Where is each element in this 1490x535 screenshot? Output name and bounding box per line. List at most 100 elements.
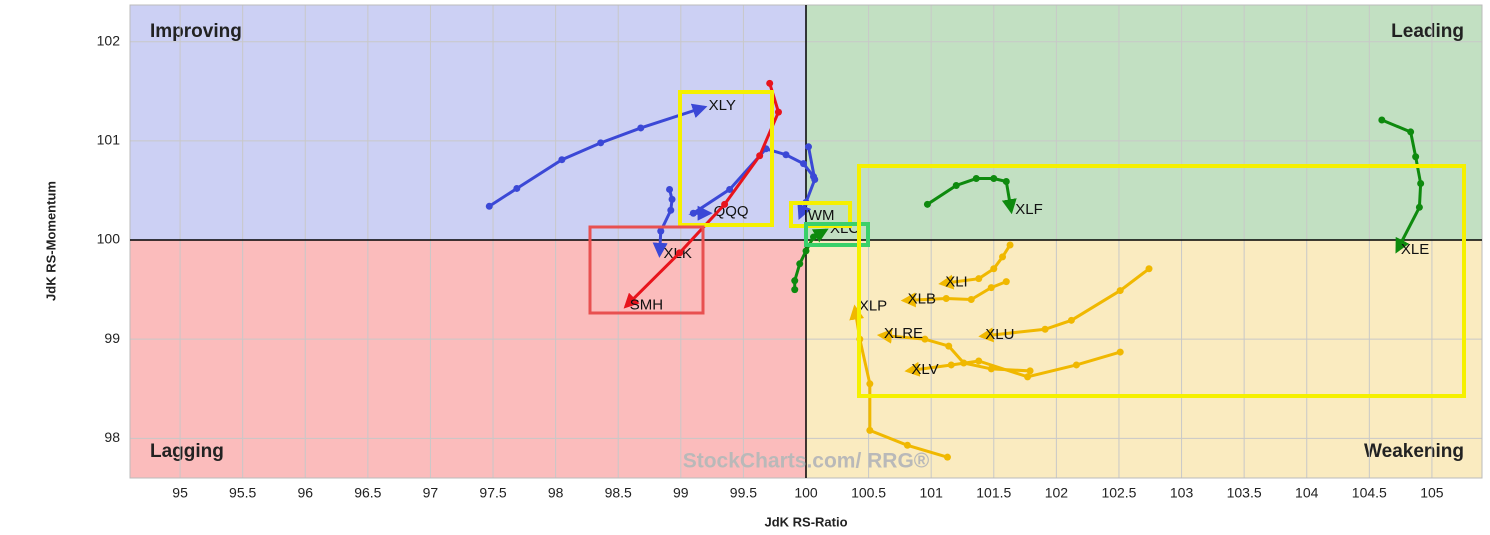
- trail-point: [942, 295, 950, 303]
- series-label: IWM: [804, 207, 835, 224]
- x-tick-label: 103.5: [1227, 485, 1262, 501]
- trail: [623, 82, 781, 309]
- trail: [797, 146, 817, 220]
- trail-point: [799, 160, 807, 168]
- quadrant-label: Weakening: [1364, 441, 1464, 462]
- trail-point: [1415, 203, 1423, 211]
- quadrant-label: Improving: [150, 21, 242, 42]
- x-tick-label: 97.5: [479, 485, 506, 501]
- trail-point: [967, 296, 975, 304]
- trail-point: [1116, 287, 1124, 295]
- trail-point: [791, 277, 799, 285]
- trail: [926, 177, 1017, 215]
- x-tick-label: 100: [794, 485, 818, 501]
- series-label: XLRE: [884, 325, 923, 342]
- x-tick-label: 103: [1170, 485, 1194, 501]
- trail-point: [666, 185, 674, 193]
- trail-point: [810, 233, 818, 241]
- trail-point: [1116, 348, 1124, 356]
- trail-point: [558, 156, 566, 164]
- trail-point: [1002, 278, 1010, 286]
- trail-point: [866, 380, 874, 388]
- series-label: XLE: [1401, 241, 1429, 258]
- trail-point: [921, 335, 929, 343]
- x-tick-label: 96: [297, 485, 313, 501]
- trail-point: [923, 200, 931, 208]
- trail-point: [782, 151, 790, 159]
- highlight-box: [678, 90, 774, 227]
- trail-point: [975, 275, 983, 283]
- highlight-boxes: [588, 90, 1466, 398]
- highlight-box: [804, 222, 870, 247]
- trail-point: [990, 175, 998, 183]
- series-label: XLF: [1015, 201, 1043, 218]
- y-tick-label: 102: [97, 32, 121, 48]
- x-tick-label: 95.5: [229, 485, 256, 501]
- series-label: XLP: [859, 297, 887, 314]
- trail-point: [947, 361, 955, 369]
- trail-point: [802, 247, 810, 255]
- x-tick-label: 100.5: [851, 485, 886, 501]
- trail-point: [952, 181, 960, 189]
- trail-point: [796, 260, 804, 268]
- trail-point: [1006, 241, 1014, 249]
- x-tick-label: 98.5: [605, 485, 632, 501]
- x-tick-label: 96.5: [354, 485, 381, 501]
- x-tick-label: 104.5: [1352, 485, 1387, 501]
- plot-area: Improving Leading Lagging Weakening 95 95.5 96…: [97, 4, 1483, 501]
- trail-point: [943, 453, 951, 461]
- trail-point: [774, 108, 782, 116]
- trail-point: [689, 209, 697, 217]
- x-tick-label: 101: [920, 485, 944, 501]
- trail-point: [766, 79, 774, 87]
- trail-point: [676, 249, 684, 257]
- series-label: XLV: [911, 361, 938, 378]
- trail-point: [987, 365, 995, 373]
- trail-point: [667, 206, 675, 214]
- y-tick-label: 99: [104, 330, 120, 346]
- x-tick-label: 98: [548, 485, 564, 501]
- x-tick-label: 99.5: [730, 485, 757, 501]
- watermark: StockCharts.com/ RRG®: [683, 450, 930, 473]
- trail-point: [866, 426, 874, 434]
- trail-point: [1041, 325, 1049, 333]
- trail-point: [721, 200, 729, 208]
- y-tick-label: 100: [97, 231, 121, 247]
- series-label: XLY: [709, 97, 736, 114]
- trail-point: [1067, 316, 1075, 324]
- trail: [488, 103, 708, 208]
- y-axis-title: JdK RS-Momentum: [43, 181, 58, 301]
- quadrant-label: Lagging: [150, 441, 224, 462]
- trail-point: [1026, 367, 1034, 375]
- trail-point: [805, 143, 813, 151]
- trail-point: [972, 175, 980, 183]
- trail-point: [987, 284, 995, 292]
- highlight-box: [588, 225, 705, 315]
- trail-point: [1145, 265, 1153, 273]
- trail-point: [756, 152, 764, 160]
- x-tick-label: 102: [1045, 485, 1069, 501]
- trail-point: [903, 441, 911, 449]
- trail-point: [1024, 373, 1032, 381]
- x-tick-label: 105: [1420, 485, 1444, 501]
- quadrant-label: Leading: [1391, 21, 1464, 42]
- trail-point: [485, 202, 493, 210]
- trail-point: [668, 195, 676, 203]
- trail-point: [726, 185, 734, 193]
- series-label: XLU: [985, 326, 1014, 343]
- trail-point: [975, 357, 983, 365]
- x-tick-label: 97: [423, 485, 439, 501]
- trail: [1381, 118, 1423, 254]
- trail: [876, 328, 1031, 373]
- x-tick-label: 99: [673, 485, 689, 501]
- trail-point: [637, 124, 645, 132]
- x-axis-title: JdK RS-Ratio: [764, 514, 847, 529]
- trail-point: [657, 227, 665, 235]
- x-tick-label: 95: [172, 485, 188, 501]
- trail-point: [960, 359, 968, 367]
- trail-point: [1378, 116, 1386, 124]
- highlight-box: [857, 164, 1466, 398]
- y-tick-label: 98: [104, 429, 120, 445]
